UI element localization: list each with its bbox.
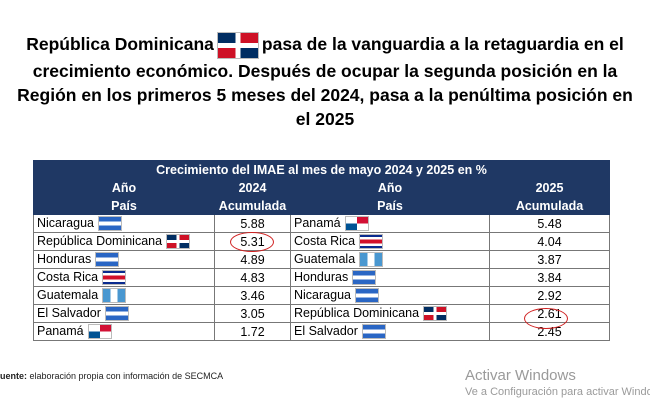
country-cell: Guatemala xyxy=(290,250,490,269)
table: Crecimiento del IMAE al mes de mayo 2024… xyxy=(32,160,611,341)
header-cell: Acumulada xyxy=(214,196,291,215)
country: Panamá xyxy=(37,323,84,338)
highlight-circle xyxy=(524,308,568,329)
flag xyxy=(166,234,191,250)
flag xyxy=(95,252,120,268)
value-cell: 3.46 xyxy=(214,286,291,305)
value-cell: 5.48 xyxy=(488,214,611,233)
country-cell: Honduras xyxy=(33,250,215,269)
country: Panamá xyxy=(294,215,341,230)
country-cell: El Salvador xyxy=(33,304,215,323)
row: República Dominicana 5.31 Costa Rica 4.0… xyxy=(33,232,611,251)
country-cell: República Dominicana xyxy=(290,304,490,323)
country: Honduras xyxy=(37,251,92,266)
country-cell: Nicaragua xyxy=(33,214,215,233)
row: El Salvador 3.05 República Dominicana 2.… xyxy=(33,304,611,323)
title-text: pasa de la vanguardia a la retaguardia e… xyxy=(17,34,633,129)
header-cell: País xyxy=(290,196,490,215)
country: El Salvador xyxy=(37,305,101,320)
country: Guatemala xyxy=(37,287,99,302)
value-cell: 5.88 xyxy=(214,214,291,233)
header-cell: Año xyxy=(290,178,490,197)
caption-row: Crecimiento del IMAE al mes de mayo 2024… xyxy=(32,160,611,179)
country: Costa Rica xyxy=(37,269,99,284)
country-cell: Honduras xyxy=(290,268,490,287)
header-row: Año 2024 Año 2025 xyxy=(33,178,611,197)
country-cell: Nicaragua xyxy=(290,286,490,305)
header-cell: País xyxy=(33,196,215,215)
value-cell: 4.89 xyxy=(214,250,291,269)
row: Nicaragua 5.88 Panamá 5.48 xyxy=(33,214,611,233)
country-cell: Costa Rica xyxy=(290,232,490,251)
header-cell: Año xyxy=(33,178,215,197)
country: Nicaragua xyxy=(37,215,94,230)
value-cell: 2.92 xyxy=(488,286,611,305)
table-caption: Crecimiento del IMAE al mes de mayo 2024… xyxy=(32,160,611,179)
watermark: Activar Windows Ve a Configuración para … xyxy=(465,367,650,398)
country: Costa Rica xyxy=(294,233,356,248)
flag xyxy=(359,252,384,268)
country-cell: Costa Rica xyxy=(33,268,215,287)
value-cell: 3.84 xyxy=(488,268,611,287)
watermark-title: Activar Windows xyxy=(465,367,576,384)
country: República Dominicana xyxy=(294,305,420,320)
value-cell: 4.04 xyxy=(488,232,611,251)
country-cell: Panamá xyxy=(33,322,215,341)
flag xyxy=(102,270,127,286)
country: Guatemala xyxy=(294,251,356,266)
country: República Dominicana xyxy=(37,233,163,248)
country: Nicaragua xyxy=(294,287,351,302)
value-cell: 4.83 xyxy=(214,268,291,287)
header-cell: Acumulada xyxy=(488,196,611,215)
footer: uente: elaboración propia con informació… xyxy=(0,371,223,381)
flag xyxy=(359,234,384,250)
header-cell: 2025 xyxy=(488,178,611,197)
country: El Salvador xyxy=(294,323,358,338)
row: Costa Rica 4.83 Honduras 3.84 xyxy=(33,268,611,287)
highlight-circle xyxy=(230,232,274,252)
country-cell: El Salvador xyxy=(290,322,490,341)
row: Guatemala 3.46 Nicaragua 2.92 xyxy=(33,286,611,305)
country-cell: Panamá xyxy=(290,214,490,233)
flag xyxy=(97,216,122,232)
title: República Dominicana pasa de la vanguardi… xyxy=(10,32,640,131)
value-cell: 3.87 xyxy=(488,250,611,269)
header-cell: 2024 xyxy=(214,178,291,197)
title-text: República Dominicana xyxy=(26,34,214,55)
flag xyxy=(216,32,259,59)
watermark-subtitle: Ve a Configuración para activar Windo xyxy=(465,386,650,398)
flag xyxy=(344,216,369,232)
flag xyxy=(102,288,127,304)
flag xyxy=(352,270,377,286)
value-cell: 3.05 xyxy=(214,304,291,323)
country-cell: República Dominicana xyxy=(33,232,215,251)
flag xyxy=(354,288,379,304)
country: Honduras xyxy=(294,269,349,284)
flag xyxy=(423,306,448,322)
row: Honduras 4.89 Guatemala 3.87 xyxy=(33,250,611,269)
value-cell: 1.72 xyxy=(214,322,291,341)
flag xyxy=(104,306,129,322)
row: Panamá 1.72 El Salvador 2.45 xyxy=(33,322,611,341)
footer-text: elaboración propia con información de SE… xyxy=(29,371,224,381)
footer-label: uente: xyxy=(0,371,27,381)
header-row: País Acumulada País Acumulada xyxy=(33,196,611,215)
flag xyxy=(87,324,112,340)
flag xyxy=(361,324,386,340)
country-cell: Guatemala xyxy=(33,286,215,305)
